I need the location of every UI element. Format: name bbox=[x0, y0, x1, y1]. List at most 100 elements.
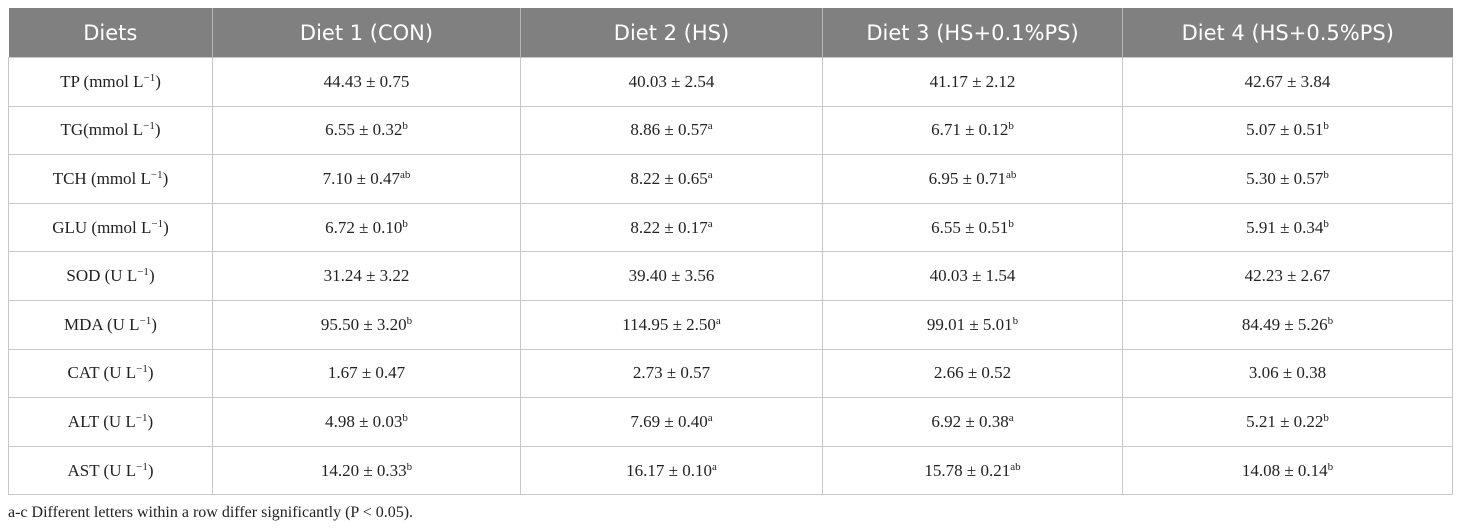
value-text: 39.40 ± 3.56 bbox=[628, 266, 715, 286]
label-end: ) bbox=[147, 460, 154, 480]
value-text: 6.72 ± 0.10 bbox=[325, 217, 403, 237]
value-text: 99.01 ± 5.01 bbox=[926, 314, 1013, 334]
footnote: a-c Different letters within a row diffe… bbox=[8, 504, 414, 521]
significance-letter: b bbox=[1012, 314, 1019, 327]
label-text: ALT (U L bbox=[67, 411, 136, 431]
value-text: 14.20 ± 0.33 bbox=[320, 460, 407, 480]
value-text: 2.66 ± 0.52 bbox=[933, 363, 1012, 383]
label-text: TCH (mmol L bbox=[52, 168, 151, 188]
value-text: 6.55 ± 0.32 bbox=[325, 120, 403, 140]
label-end: ) bbox=[151, 314, 157, 334]
value-cell: 31.24 ± 3.22 bbox=[212, 251, 521, 301]
value-text: 6.55 ± 0.51 bbox=[931, 217, 1009, 237]
significance-letter: a bbox=[1008, 411, 1014, 424]
value-cell: 1.67 ± 0.47 bbox=[212, 348, 521, 399]
value-cell: 4.98 ± 0.03b bbox=[212, 397, 521, 447]
row-label: TCH (mmol L−1) bbox=[8, 154, 213, 204]
significance-letter: b bbox=[402, 411, 408, 424]
label-text: GLU (mmol L bbox=[52, 217, 152, 237]
label-sup: −1 bbox=[137, 266, 149, 279]
value-text: 8.22 ± 0.65 bbox=[630, 168, 708, 188]
table-row: TG(mmol L−1) 6.55 ± 0.32b 8.86 ± 0.57a 6.71… bbox=[8, 105, 1453, 156]
value-cell: 6.95 ± 0.71ab bbox=[822, 154, 1123, 204]
value-cell: 6.55 ± 0.32b bbox=[212, 105, 521, 156]
value-cell: 84.49 ± 5.26b bbox=[1122, 299, 1453, 350]
label-end: ) bbox=[163, 217, 169, 237]
significance-letter: a bbox=[707, 411, 713, 424]
value-cell: 6.71 ± 0.12b bbox=[822, 105, 1123, 156]
value-cell: 44.43 ± 0.75 bbox=[212, 57, 521, 107]
label-text: AST (U L bbox=[67, 460, 137, 480]
label-sup: −1 bbox=[139, 314, 152, 327]
significance-letter: b bbox=[1323, 217, 1329, 230]
value-text: 114.95 ± 2.50 bbox=[622, 314, 716, 334]
significance-letter: a bbox=[707, 120, 713, 133]
value-cell: 2.73 ± 0.57 bbox=[520, 348, 823, 399]
value-text: 7.10 ± 0.47 bbox=[322, 168, 400, 188]
significance-letter: b bbox=[1323, 168, 1329, 181]
significance-letter: ab bbox=[1005, 168, 1017, 181]
significance-letter: a bbox=[711, 460, 717, 473]
value-text: 42.67 ± 3.84 bbox=[1244, 71, 1331, 91]
value-text: 95.50 ± 3.20 bbox=[320, 314, 407, 334]
value-cell: 14.20 ± 0.33b bbox=[212, 445, 521, 496]
value-text: 14.08 ± 0.14 bbox=[1241, 460, 1328, 480]
value-cell: 8.86 ± 0.57a bbox=[520, 105, 823, 156]
value-text: 5.30 ± 0.57 bbox=[1246, 168, 1324, 188]
label-sup: −1 bbox=[150, 168, 163, 181]
value-cell: 8.22 ± 0.17a bbox=[520, 202, 823, 253]
significance-letter: b bbox=[1327, 314, 1334, 327]
row-label: AST (U L−1) bbox=[8, 445, 213, 496]
header-cell: Diet 1 (CON) bbox=[212, 8, 521, 58]
table-row: TP (mmol L−1) 44.43 ± 0.75 40.03 ± 2.54 41.… bbox=[8, 57, 1453, 107]
significance-letter: a bbox=[707, 217, 713, 230]
value-text: 44.43 ± 0.75 bbox=[323, 71, 410, 91]
label-sup: −1 bbox=[136, 363, 148, 376]
header-cell: Diet 3 (HS+0.1%PS) bbox=[822, 8, 1123, 58]
table-row: AST (U L−1) 14.20 ± 0.33b 16.17 ± 0.10a 15.… bbox=[8, 445, 1453, 496]
value-text: 6.92 ± 0.38 bbox=[931, 411, 1009, 431]
row-label: SOD (U L−1) bbox=[8, 251, 213, 301]
value-text: 5.91 ± 0.34 bbox=[1246, 217, 1324, 237]
significance-letter: ab bbox=[399, 168, 411, 181]
value-cell: 7.69 ± 0.40a bbox=[520, 397, 823, 447]
row-label: TG(mmol L−1) bbox=[8, 105, 213, 156]
value-cell: 42.67 ± 3.84 bbox=[1122, 57, 1453, 107]
label-end: ) bbox=[154, 120, 161, 140]
significance-letter: b bbox=[406, 460, 413, 473]
value-cell: 8.22 ± 0.65a bbox=[520, 154, 823, 204]
label-text: TP (mmol L bbox=[60, 71, 144, 91]
value-text: 42.23 ± 2.67 bbox=[1244, 266, 1331, 286]
value-cell: 42.23 ± 2.67 bbox=[1122, 251, 1453, 301]
header-cell: Diet 4 (HS+0.5%PS) bbox=[1122, 8, 1453, 58]
value-text: 6.95 ± 0.71 bbox=[928, 168, 1006, 188]
significance-letter: a bbox=[715, 314, 721, 327]
table-body: TP (mmol L−1) 44.43 ± 0.75 40.03 ± 2.54 41.… bbox=[8, 57, 1453, 496]
header-cell: Diet 2 (HS) bbox=[520, 8, 823, 58]
value-text: 4.98 ± 0.03 bbox=[325, 411, 403, 431]
table-row: SOD (U L−1) 31.24 ± 3.22 39.40 ± 3.56 40.03… bbox=[8, 251, 1453, 301]
table-row: GLU (mmol L−1) 6.72 ± 0.10b 8.22 ± 0.17a 6.… bbox=[8, 202, 1453, 253]
table-row: TCH (mmol L−1) 7.10 ± 0.47ab 8.22 ± 0.65a 6… bbox=[8, 154, 1453, 204]
significance-letter: b bbox=[402, 120, 408, 133]
label-sup: −1 bbox=[135, 411, 148, 424]
value-cell: 41.17 ± 2.12 bbox=[822, 57, 1123, 107]
value-cell: 39.40 ± 3.56 bbox=[520, 251, 823, 301]
label-end: ) bbox=[147, 411, 154, 431]
value-cell: 95.50 ± 3.20b bbox=[212, 299, 521, 350]
significance-letter: b bbox=[1008, 217, 1014, 230]
label-end: ) bbox=[155, 71, 161, 91]
significance-letter: b bbox=[1323, 411, 1329, 424]
value-cell: 14.08 ± 0.14b bbox=[1122, 445, 1453, 496]
value-text: 16.17 ± 0.10 bbox=[626, 460, 712, 480]
value-text: 8.22 ± 0.17 bbox=[630, 217, 708, 237]
label-end: ) bbox=[162, 168, 169, 188]
value-cell: 16.17 ± 0.10a bbox=[520, 445, 823, 496]
value-cell: 6.92 ± 0.38a bbox=[822, 397, 1123, 447]
row-label: MDA (U L−1) bbox=[8, 299, 213, 350]
significance-letter: b bbox=[406, 314, 413, 327]
value-cell: 6.72 ± 0.10b bbox=[212, 202, 521, 253]
value-cell: 6.55 ± 0.51b bbox=[822, 202, 1123, 253]
row-label: ALT (U L−1) bbox=[8, 397, 213, 447]
